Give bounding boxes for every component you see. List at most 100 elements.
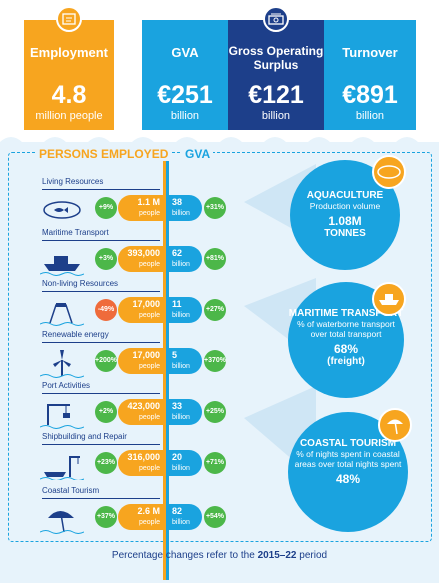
gos-value: €121 xyxy=(248,81,304,109)
money-stack-icon xyxy=(263,6,289,32)
persons-employed-header: PERSONS EMPLOYED xyxy=(36,147,172,161)
gos-card: Gross Operating Surplus €121 billion xyxy=(228,20,324,130)
sector-name: Renewable energy xyxy=(42,330,109,339)
coastal-title: COASTAL TOURISM xyxy=(299,438,397,449)
gva-value: 5 xyxy=(172,350,178,360)
sector-name: Living Resources xyxy=(42,177,104,186)
gva-pill: 82 billion xyxy=(166,504,202,530)
employment-change: +200% xyxy=(95,350,117,372)
sector-coastal-tourism: Coastal Tourism +37% 2.6 M people 82 bil… xyxy=(0,486,240,538)
gva-value: 20 xyxy=(172,452,183,462)
employment-unit: people xyxy=(138,519,160,526)
footer-suffix: period xyxy=(299,550,328,561)
employment-unit: people xyxy=(138,363,160,370)
gva-change: +25% xyxy=(204,401,226,423)
footer-prefix: Percentage changes refer to the xyxy=(111,550,255,561)
footer-note: Percentage changes refer to the 2015–22 … xyxy=(0,550,439,561)
footer-period: 2015–22 xyxy=(257,550,297,561)
maritime-value: 68% xyxy=(333,342,359,356)
beach-icon xyxy=(378,408,412,442)
employment-value: 393,000 xyxy=(127,248,160,258)
ship-icon xyxy=(39,246,85,276)
employment-value: 4.8 xyxy=(51,81,87,109)
employment-unit: million people xyxy=(35,110,103,122)
dashed-frame xyxy=(8,152,432,542)
employment-label: Employment xyxy=(29,45,108,60)
employment-value: 17,000 xyxy=(132,350,160,360)
sector-name: Shipbuilding and Repair xyxy=(42,432,127,441)
gva-header: GVA xyxy=(182,147,214,161)
gva-change: +27% xyxy=(204,299,226,321)
aquaculture-subtitle: Production volume xyxy=(309,201,381,211)
sector-living-resources: Living Resources +9% 1.1 M people 38 bil… xyxy=(0,177,240,229)
gva-card: GVA €251 billion xyxy=(142,20,228,130)
gva-pill: 5 billion xyxy=(166,348,202,374)
divider xyxy=(42,291,160,292)
coastal-callout: COASTAL TOURISM % of nights spent in coa… xyxy=(288,412,408,532)
gos-unit: billion xyxy=(261,110,291,122)
employment-pill: 17,000 people xyxy=(118,297,166,323)
sector-non-living-resources: Non-living Resources -49% 17,000 people … xyxy=(0,279,240,331)
turnover-value: €891 xyxy=(342,81,398,109)
divider xyxy=(42,342,160,343)
turnover-label: Turnover xyxy=(342,45,398,60)
sector-maritime-transport: Maritime Transport +3% 393,000 people 62… xyxy=(0,228,240,280)
coastal-value: 48% xyxy=(335,472,361,486)
employment-change: +23% xyxy=(95,452,117,474)
gva-unit: billion xyxy=(172,519,190,526)
beach-umbrella-icon xyxy=(39,504,85,534)
sector-port-activities: Port Activities +2% 423,000 people 33 bi… xyxy=(0,381,240,433)
sector-name: Coastal Tourism xyxy=(42,486,100,495)
gva-label: GVA xyxy=(171,45,199,60)
maritime-title: MARITIME TRANSPORT xyxy=(288,308,404,319)
port-crane-icon xyxy=(39,399,85,429)
employment-unit: people xyxy=(138,210,160,217)
gva-unit: billion xyxy=(172,312,190,319)
employment-change: +37% xyxy=(95,506,117,528)
maritime-unit: (freight) xyxy=(327,356,365,367)
employment-change: -49% xyxy=(95,299,117,321)
employment-value: 423,000 xyxy=(127,401,160,411)
employment-change: +3% xyxy=(95,248,117,270)
divider xyxy=(42,240,160,241)
employment-pill: 17,000 people xyxy=(118,348,166,374)
turnover-unit: billion xyxy=(355,110,385,122)
gva-change: +81% xyxy=(204,248,226,270)
gos-label: Gross Operating Surplus xyxy=(228,44,324,72)
sector-shipbuilding-repair: Shipbuilding and Repair +23% 316,000 peo… xyxy=(0,432,240,484)
employment-unit: people xyxy=(138,312,160,319)
gva-unit: billion xyxy=(172,363,190,370)
gva-value: 82 xyxy=(172,506,183,516)
oil-rig-icon xyxy=(39,297,85,327)
divider xyxy=(42,444,160,445)
employment-change: +9% xyxy=(95,197,117,219)
gva-change: +31% xyxy=(204,197,226,219)
employment-pill: 2.6 M people xyxy=(118,504,166,530)
coastal-subtitle: % of nights spent in coastal areas over … xyxy=(294,449,402,469)
aquaculture-value: 1.08M xyxy=(328,214,362,228)
turnover-card: Turnover €891 billion xyxy=(324,20,416,130)
gva-pill: 62 billion xyxy=(166,246,202,272)
aquaculture-title: AQUACULTURE xyxy=(306,190,384,201)
sector-name: Non-living Resources xyxy=(42,279,119,288)
employment-value: 2.6 M xyxy=(137,506,160,516)
gva-value: 62 xyxy=(172,248,183,258)
gva-unit: billion xyxy=(172,465,190,472)
id-badge-icon xyxy=(56,6,82,32)
gva-pill: 11 billion xyxy=(166,297,202,323)
gva-unit: billion xyxy=(172,261,190,268)
wind-turbine-icon xyxy=(39,348,85,378)
aquaculture-unit: TONNES xyxy=(324,228,366,239)
employment-value: 17,000 xyxy=(132,299,160,309)
divider xyxy=(42,189,160,190)
gva-unit: billion xyxy=(172,210,190,217)
divider xyxy=(42,393,160,394)
gva-pill: 20 billion xyxy=(166,450,202,476)
gva-change: +54% xyxy=(204,506,226,528)
fish-farm-icon xyxy=(372,155,406,189)
gva-change: +71% xyxy=(204,452,226,474)
gva-change: +370% xyxy=(204,350,226,372)
divider xyxy=(42,498,160,499)
maritime-callout: MARITIME TRANSPORT % of waterborne trans… xyxy=(288,282,404,398)
sector-name: Maritime Transport xyxy=(42,228,109,237)
